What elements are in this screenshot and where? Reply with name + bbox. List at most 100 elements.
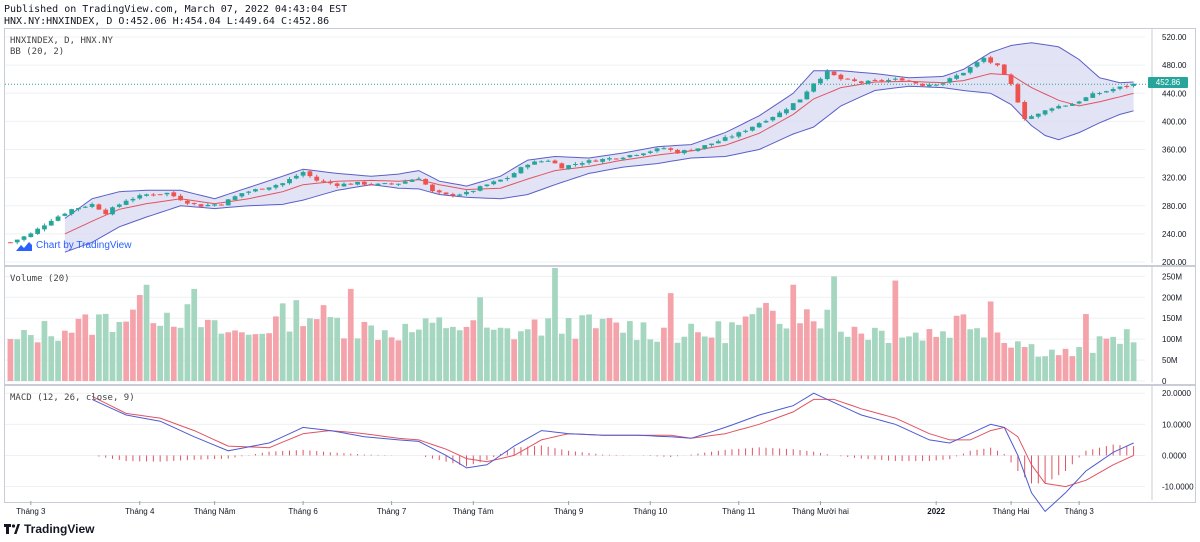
candle-body [1083,97,1089,102]
candle-body [818,78,823,84]
volume-bar [735,324,742,381]
volume-bar [946,337,953,381]
candle-body [675,149,680,154]
macd-pane [91,392,1135,513]
candle-body [504,177,510,180]
volume-bar [361,321,368,381]
volume-bar [627,321,633,381]
candle-body [961,72,966,76]
volume-bar [429,322,436,381]
candle-body [552,160,558,164]
volume-bar [327,317,334,381]
candle-body [409,179,415,182]
candle-body [620,157,626,160]
candle-body [545,160,551,162]
volume-bar [463,326,470,381]
candle-body [586,160,592,163]
candle-body [253,189,258,192]
volume-axis-tick: 100M [1162,335,1182,344]
footer-brand[interactable]: TradingView [4,522,94,536]
volume-bar [586,314,592,381]
volume-bar [994,332,1001,381]
candle-body [82,206,88,208]
volume-bar [661,327,667,381]
x-axis-label: Tháng Hai [993,507,1030,516]
candle-body [273,185,279,188]
candle-body [654,148,660,152]
candle-body [995,63,1000,66]
candle-body [382,183,388,185]
volume-bar [238,332,245,381]
candle-body [593,160,599,162]
candle-body [171,192,177,197]
candle-body [777,112,783,118]
candle-body [511,173,517,178]
volume-bar [170,326,177,381]
candle-body [613,158,619,160]
volume-bar [27,335,34,381]
volume-bar [613,322,620,381]
volume-bar [960,314,967,381]
volume-bar [1042,356,1048,381]
volume-bar [919,340,926,381]
candle-body [1015,84,1021,103]
volume-bar [484,327,490,381]
candle-body [920,83,925,86]
candle-body [906,80,912,82]
volume-bar [552,268,558,381]
volume-bar [980,337,987,381]
macd-pane-frame [4,385,1196,503]
price-axis-tick: 240.00 [1162,230,1187,239]
volume-bar [130,309,136,381]
candle-body [185,200,190,204]
volume-bar [906,336,912,381]
candle-body [55,216,61,221]
volume-bar [892,280,899,381]
candle-body [35,228,41,234]
volume-axis-tick: 150M [1162,314,1182,323]
volume-bar [1123,329,1130,381]
candle-body [750,126,755,131]
x-axis-label: Tháng 7 [377,507,407,516]
volume-bar [368,325,375,381]
candle-body [974,62,980,67]
candle-body [137,195,143,199]
watermark-text: Chart by TradingView [36,240,132,251]
price-axis-tick: 400.00 [1162,117,1187,126]
candle-body [1035,113,1041,117]
volume-bar [783,328,790,381]
candle-body [756,123,762,128]
volume-bar [531,319,538,381]
volume-bar [695,332,701,381]
volume-bar [912,332,919,381]
grid-lines [5,36,1145,488]
volume-bar [402,323,409,381]
volume-bar [354,338,361,381]
published-header: Published on TradingView.com, March 07, … [4,4,348,15]
volume-bar [1062,348,1069,381]
candle-body [845,78,851,80]
candle-body [239,193,245,197]
candle-body [219,204,224,206]
volume-bar [538,335,545,381]
price-axis-tick: 520.00 [1162,33,1187,42]
candle-body [348,183,354,185]
axes: 200.00 240.00 280.00 320.00 360.00 400.00 440.… [16,29,1194,516]
chart-watermark[interactable]: Chart by TradingView [16,240,131,251]
candle-body [852,79,857,82]
candle-body [103,209,109,215]
volume-bar [293,300,300,381]
candle-body [314,176,320,181]
candle-body [375,183,381,186]
volume-bar [1110,336,1117,381]
candle-body [858,81,864,84]
volume-bar [443,328,449,381]
candle-body [123,200,129,205]
volume-bar [252,334,259,381]
candle-body [695,148,701,151]
candle-body [763,120,769,123]
candle-body [1029,116,1034,119]
volume-bar [769,310,776,381]
volume-label: Volume (20) [10,274,70,284]
